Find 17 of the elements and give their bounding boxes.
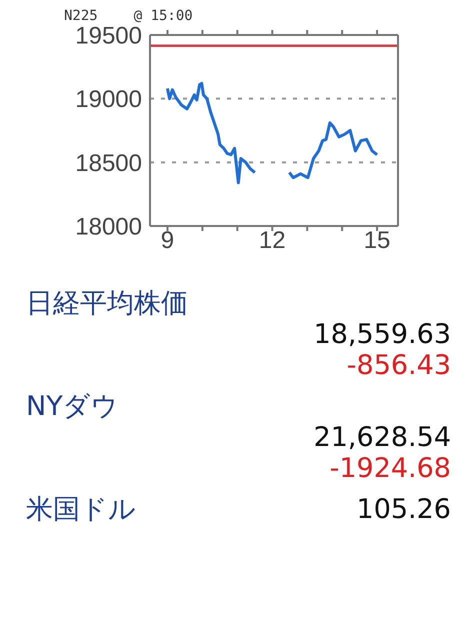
chart-title: N225 bbox=[64, 8, 98, 24]
y-tick-label: 19500 bbox=[75, 22, 142, 50]
text: NYダウ bbox=[26, 391, 120, 422]
text: 105.26 bbox=[356, 494, 451, 526]
y-tick-label: 18000 bbox=[75, 214, 142, 241]
text: 21,628.54 bbox=[312, 422, 451, 454]
y-tick-label: 18500 bbox=[75, 150, 142, 177]
text: -1924.68 bbox=[328, 453, 451, 484]
y-tick-label: 19000 bbox=[75, 86, 142, 114]
text: -856.43 bbox=[346, 350, 451, 382]
text: 18,559.63 bbox=[312, 319, 451, 350]
text: 日経平均株価 bbox=[26, 288, 189, 320]
x-tick-label: 9 bbox=[160, 227, 174, 254]
x-tick-label: 15 bbox=[364, 227, 390, 254]
x-tick-label: 12 bbox=[258, 227, 286, 254]
chart-subtitle: @ 15:00 bbox=[134, 8, 193, 24]
text: 米国ドル bbox=[26, 494, 136, 526]
